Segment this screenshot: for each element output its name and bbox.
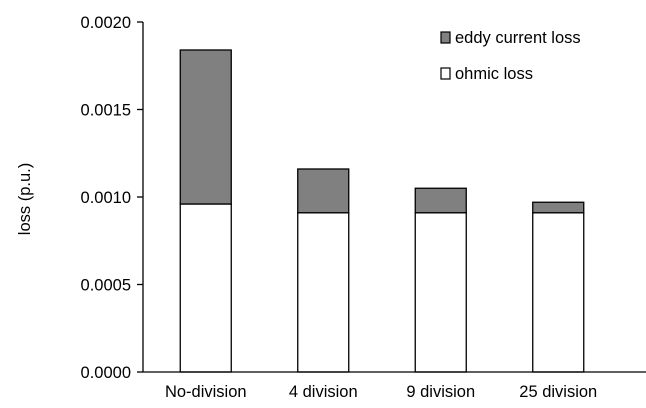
axes-layer: [137, 21, 646, 373]
bars-layer: [179, 49, 585, 373]
y-axis-title: loss (p.u.): [16, 163, 34, 235]
bar-ohmic-4: [532, 212, 585, 373]
bar-ohmic-2: [297, 212, 350, 373]
bar-ohmic-3: [414, 212, 467, 373]
y-tick-label: 0.0000: [81, 364, 131, 382]
bar-eddy-1: [179, 49, 232, 205]
y-tick-label: 0.0020: [81, 14, 131, 32]
ticks-layer: No-division 4 division 9 division 25 divisi…: [81, 14, 598, 401]
bar-eddy-2: [297, 168, 350, 214]
legend-eddy-current-loss-label: eddy current loss: [455, 29, 581, 47]
x-tick-label: 4 division: [289, 383, 358, 401]
x-tick-label: No-division: [165, 383, 247, 401]
y-tick-label: 0.0010: [81, 189, 131, 207]
x-tick-label: 9 division: [406, 383, 475, 401]
legend-eddy-current-loss-swatch: [440, 31, 451, 44]
y-tick-label: 0.0015: [81, 102, 131, 120]
legend-ohmic-loss-label: ohmic loss: [455, 65, 533, 83]
bar-eddy-4: [532, 201, 585, 214]
bar-ohmic-1: [179, 203, 232, 373]
bar-eddy-3: [414, 187, 467, 214]
legend-ohmic-loss-swatch: [440, 67, 451, 80]
x-tick-label: 25 division: [519, 383, 597, 401]
y-tick-label: 0.0005: [81, 277, 131, 295]
legend: eddy current loss ohmic loss: [440, 29, 581, 83]
